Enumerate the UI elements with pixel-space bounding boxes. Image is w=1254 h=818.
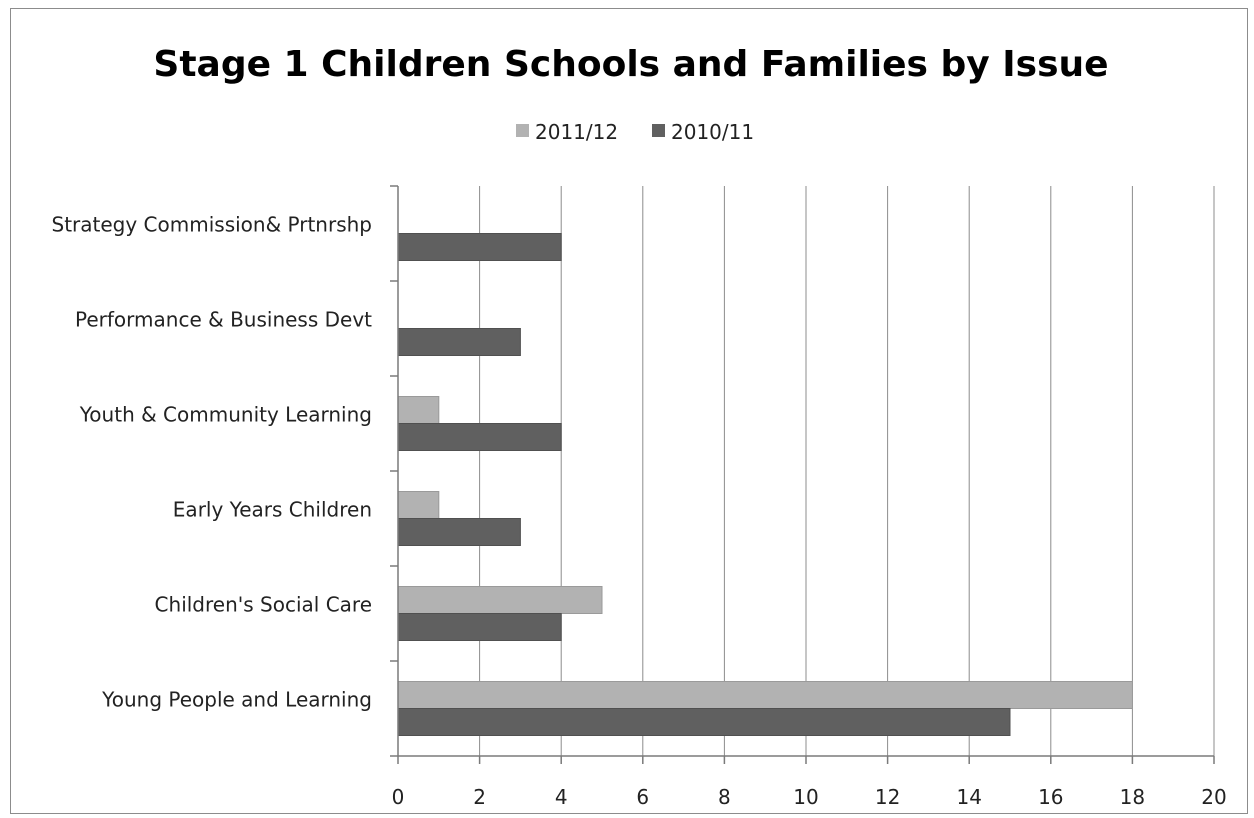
- legend-label-2010-11: 2010/11: [671, 120, 754, 144]
- bar-2011-12: [397, 681, 1133, 709]
- chart-title: Stage 1 Children Schools and Families by…: [153, 44, 1108, 85]
- x-tick-label: 6: [636, 785, 649, 809]
- x-tick-label: 20: [1201, 785, 1226, 809]
- legend-swatch-2011-12: [516, 124, 529, 137]
- x-tick-label: 4: [555, 785, 568, 809]
- category-label: Strategy Commission& Prtnrshp: [52, 213, 373, 237]
- x-tick-label: 12: [875, 785, 900, 809]
- category-labels: Young People and Learning Children's Soci…: [52, 213, 373, 712]
- category-label: Early Years Children: [173, 498, 372, 522]
- gridlines: [479, 186, 1215, 756]
- category-label: Performance & Business Devt: [75, 308, 372, 332]
- category-label: Young People and Learning: [101, 688, 372, 712]
- x-tick-label: 8: [718, 785, 731, 809]
- x-tick-label: 10: [793, 785, 818, 809]
- x-tick-label: 18: [1120, 785, 1145, 809]
- axes: [390, 185, 1215, 764]
- bar-2010-11: [397, 233, 562, 261]
- x-tick-label: 14: [956, 785, 981, 809]
- x-tick-label: 16: [1038, 785, 1063, 809]
- bar-2011-12: [397, 491, 440, 519]
- bar-2011-12: [397, 586, 603, 614]
- legend: 2011/12 2010/11: [516, 120, 754, 144]
- tick-labels: 0 2 4 6 8 10 12 14 16 18 20: [392, 785, 1227, 809]
- x-tick-label: 0: [392, 785, 405, 809]
- category-label: Youth & Community Learning: [79, 403, 372, 427]
- bar-2010-11: [397, 328, 521, 356]
- bar-2011-12: [397, 396, 440, 424]
- bar-2010-11: [397, 613, 562, 641]
- bar-2010-11: [397, 423, 562, 451]
- bar-2010-11: [397, 708, 1011, 736]
- bar-2010-11: [397, 518, 521, 546]
- bars: [397, 233, 1133, 736]
- legend-label-2011-12: 2011/12: [535, 120, 618, 144]
- chart-frame: [10, 8, 1248, 814]
- x-tick-label: 2: [473, 785, 486, 809]
- legend-swatch-2010-11: [652, 124, 665, 137]
- category-label: Children's Social Care: [155, 593, 372, 617]
